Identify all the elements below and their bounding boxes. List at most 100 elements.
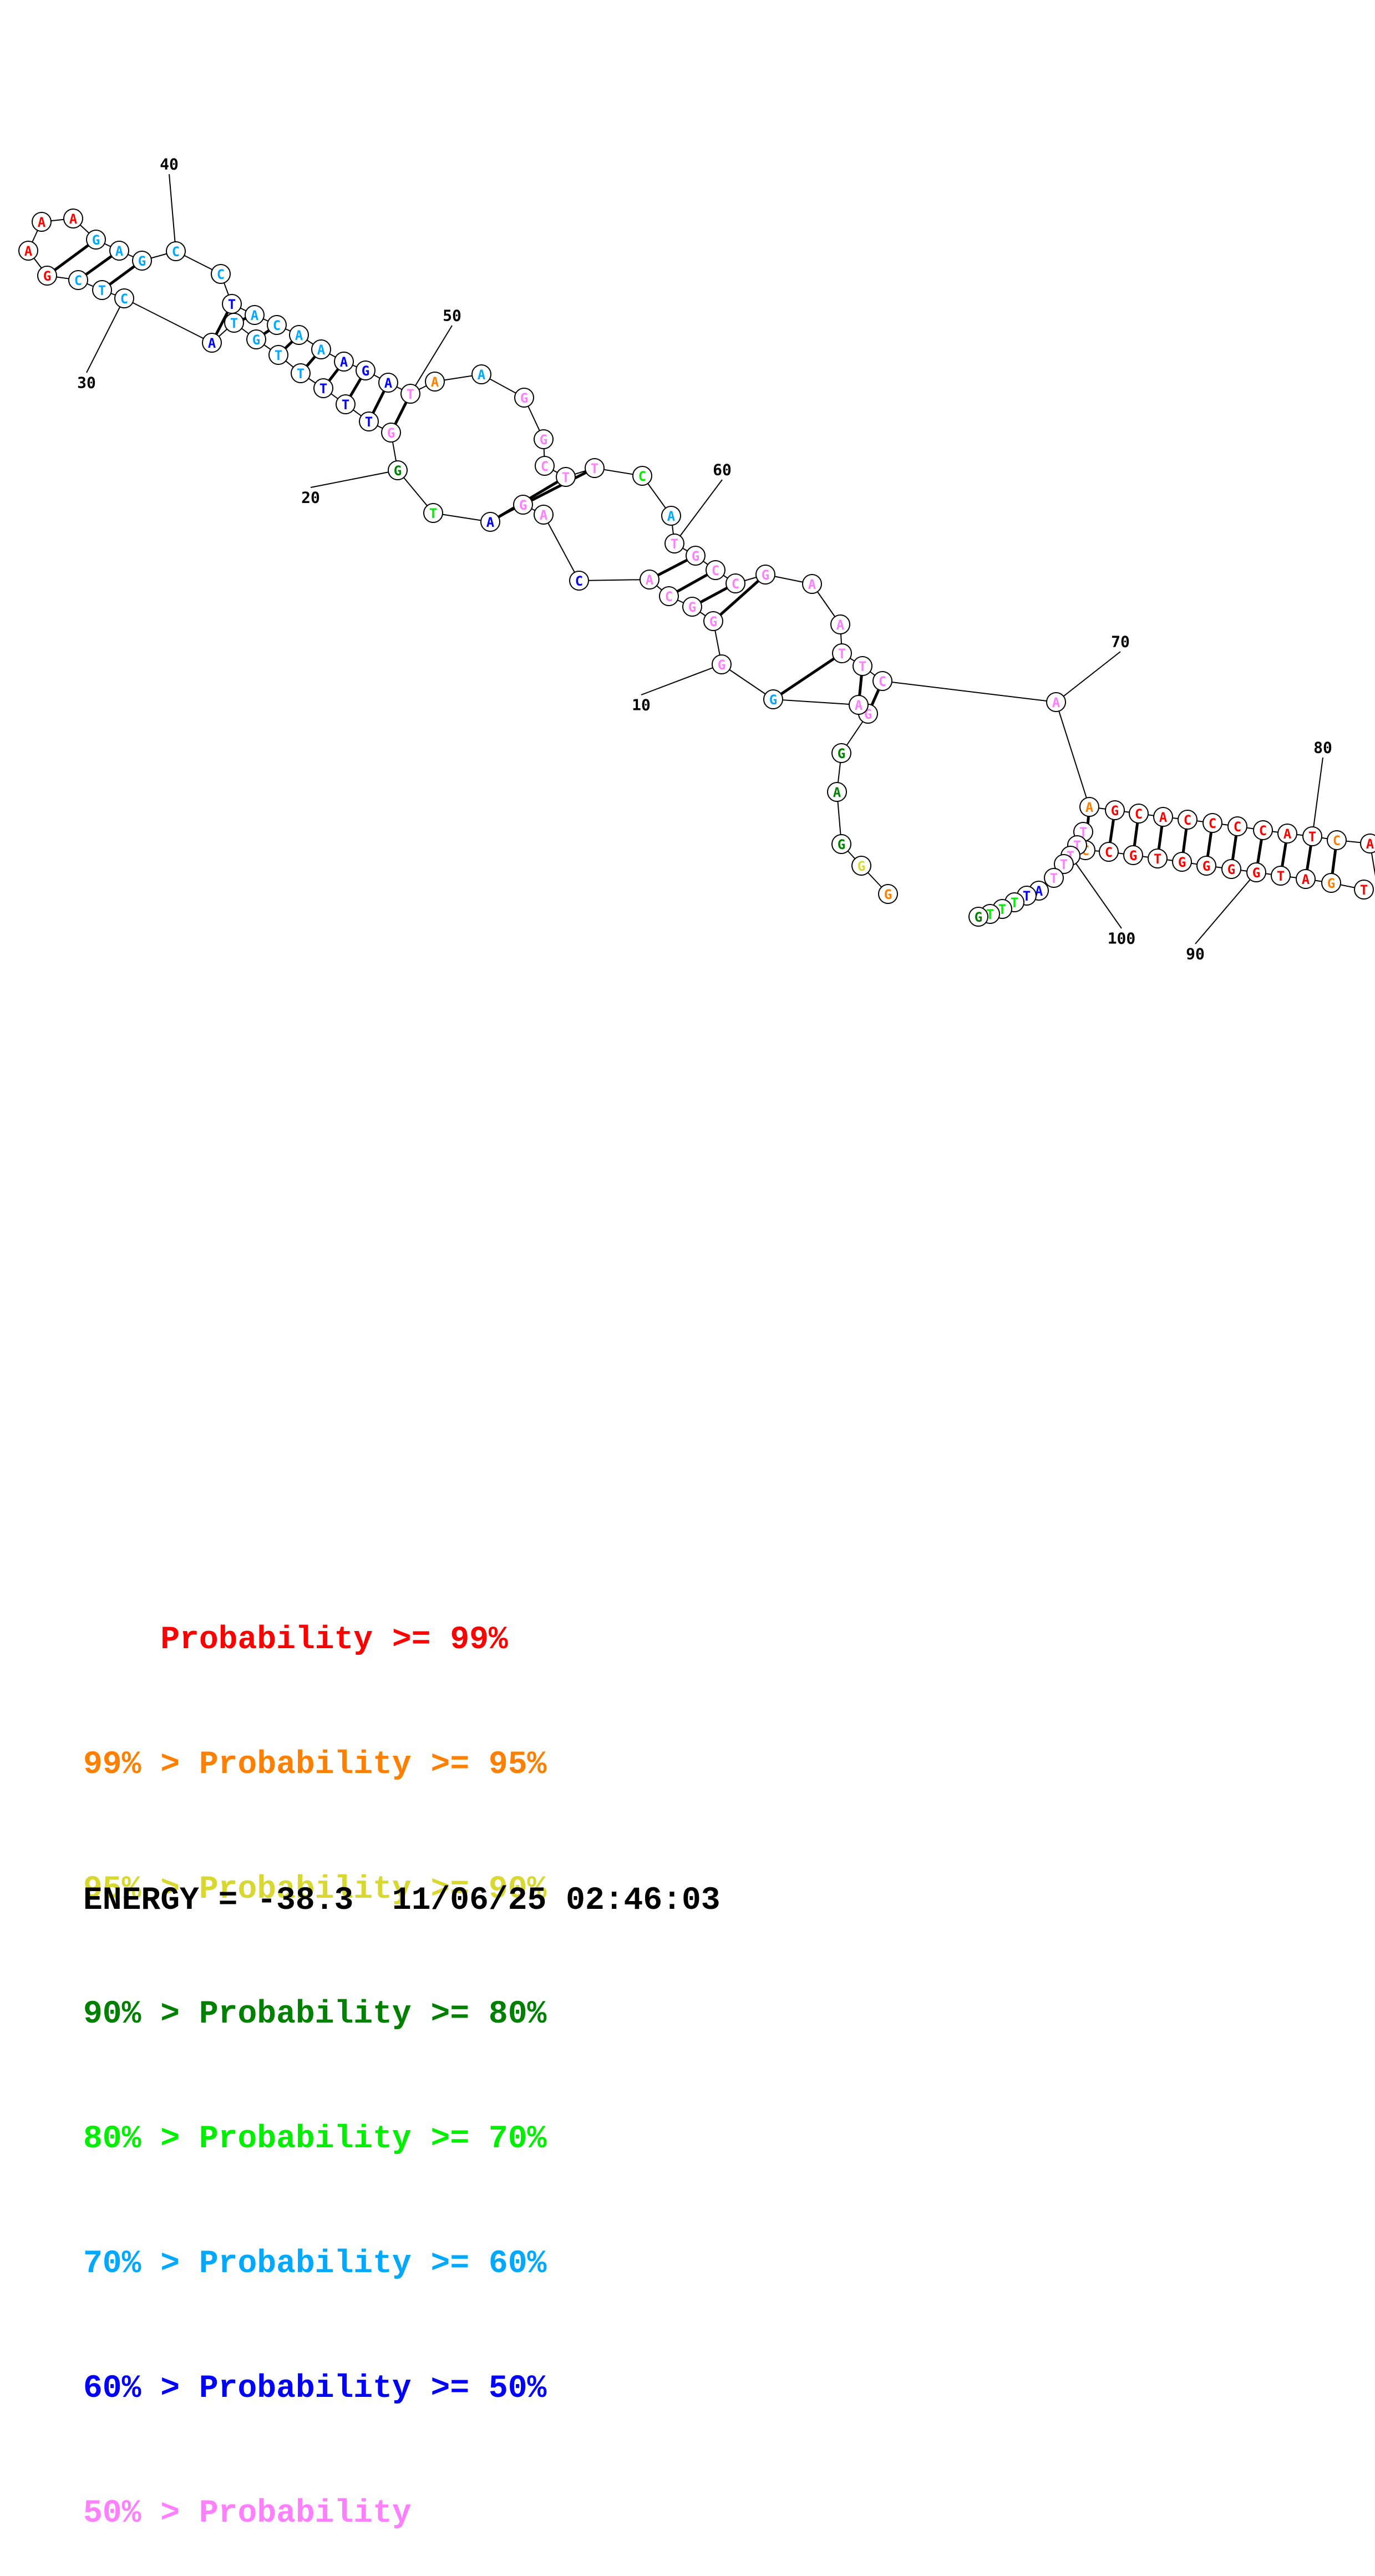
nucleotide-letter: A <box>1052 695 1061 710</box>
nucleotide-letter: T <box>562 470 570 485</box>
base-pair-bond <box>1256 839 1263 863</box>
nucleotide-circle <box>1277 824 1297 844</box>
nucleotide: G <box>246 329 266 349</box>
nucleotide-circle <box>1178 810 1198 830</box>
nucleotide: T <box>1044 868 1064 888</box>
nucleotide-circle <box>878 884 898 904</box>
nucleotide-circle <box>1354 880 1374 900</box>
nucleotide-circle <box>1246 862 1266 882</box>
nucleotide-letter: T <box>230 316 238 331</box>
nucleotide-circle <box>1296 869 1316 889</box>
backbone-segment <box>579 579 650 581</box>
position-tick <box>1070 855 1122 929</box>
nucleotide: A <box>1046 692 1066 712</box>
nucleotide-circle <box>664 534 684 553</box>
nucleotide-circle <box>1153 807 1173 827</box>
nucleotide-letter: T <box>1360 882 1368 898</box>
nucleotide: G <box>878 884 898 904</box>
nucleotide-letter: C <box>879 674 886 689</box>
nucleotide-circle <box>831 834 851 854</box>
nucleotide: G <box>682 597 702 617</box>
nucleotide-circle <box>514 388 534 408</box>
legend-prefix: 80% > <box>83 2121 199 2157</box>
position-label: 60 <box>713 461 732 479</box>
nucleotide-letter: A <box>431 374 439 390</box>
nucleotide-circle <box>802 574 822 594</box>
position-tick <box>674 479 723 544</box>
nucleotide: C <box>725 573 745 593</box>
position-tick <box>410 325 453 394</box>
nucleotide-circle <box>1044 868 1064 888</box>
nucleotide: T <box>336 394 356 414</box>
nucleotide: G <box>755 565 775 585</box>
nucleotide-letter: G <box>138 253 146 269</box>
nucleotide: A <box>109 241 129 261</box>
base-pair-bond <box>699 586 728 604</box>
nucleotide: G <box>381 423 401 443</box>
nucleotide: G <box>686 546 706 566</box>
nucleotide: C <box>1253 820 1273 840</box>
nucleotide-letter: C <box>732 576 739 592</box>
nucleotide: A <box>1079 797 1099 817</box>
backbone-segment <box>124 298 212 343</box>
nucleotide-circle <box>569 571 589 591</box>
nucleotide-circle <box>359 411 379 431</box>
nucleotide-letter: T <box>838 646 846 662</box>
nucleotide: A <box>202 333 222 353</box>
nucleotide-circle <box>202 333 222 353</box>
nucleotide-letter: T <box>275 348 282 363</box>
nucleotide-circle <box>535 456 555 476</box>
nucleotide: C <box>659 586 679 606</box>
base-pair-bond <box>215 311 229 336</box>
nucleotide-letter: A <box>486 515 495 530</box>
nucleotide: C <box>68 270 88 290</box>
nucleotide: T <box>291 363 311 383</box>
nucleotide-circle <box>1360 834 1375 853</box>
nucleotide-circle <box>1253 820 1273 840</box>
backbone-segment <box>543 514 580 581</box>
base-pair-bond <box>657 558 688 577</box>
nucleotide-letter: C <box>273 318 281 333</box>
nucleotide-letter: G <box>1111 803 1119 819</box>
nucleotide-circle <box>211 264 231 284</box>
nucleotide-letter: A <box>317 342 326 358</box>
nucleotide-circle <box>712 654 732 674</box>
legend-prefix: 99% > <box>83 1747 199 1783</box>
legend-prefix: 50% > <box>83 2496 199 2532</box>
nucleotide-circle <box>37 266 57 286</box>
nucleotide-letter: C <box>217 267 225 282</box>
nucleotide: A <box>534 505 554 525</box>
nucleotide-letter: A <box>1085 800 1094 815</box>
position-tick <box>1195 872 1257 944</box>
nucleotide-letter: A <box>1035 883 1043 899</box>
nucleotide: T <box>556 467 576 487</box>
nucleotide-letter: A <box>38 215 46 230</box>
nucleotide: C <box>1178 810 1198 830</box>
nucleotide: G <box>1172 852 1192 872</box>
nucleotide: C <box>267 315 287 335</box>
nucleotide-letter: T <box>1308 829 1316 845</box>
legend-row: 80% > Probability >= 70% <box>83 2118 546 2160</box>
nucleotide-circle <box>268 345 288 365</box>
nucleotide: A <box>18 241 38 261</box>
nucleotide-letter: C <box>638 469 646 484</box>
nucleotide-circle <box>851 856 871 876</box>
nucleotide-circle <box>1046 692 1066 712</box>
nucleotide-letter: C <box>1333 833 1341 848</box>
nucleotide: T <box>853 656 872 676</box>
base-pair-bond <box>306 355 316 367</box>
nucleotide-letter: T <box>297 366 305 382</box>
nucleotide: A <box>289 325 309 345</box>
base-pair-bond <box>530 471 587 502</box>
nucleotide-circle <box>32 212 52 232</box>
base-pair-bond <box>870 689 880 706</box>
backbone-segment <box>773 699 859 705</box>
nucleotide-circle <box>291 363 311 383</box>
nucleotide-letter: C <box>1105 845 1113 860</box>
nucleotide-circle <box>222 294 242 314</box>
nucleotide-circle <box>585 458 605 478</box>
legend-prefix: 60% > <box>83 2371 199 2407</box>
nucleotide-circle <box>425 372 445 392</box>
nucleotide: A <box>378 373 398 393</box>
base-pair-bond <box>719 580 759 616</box>
